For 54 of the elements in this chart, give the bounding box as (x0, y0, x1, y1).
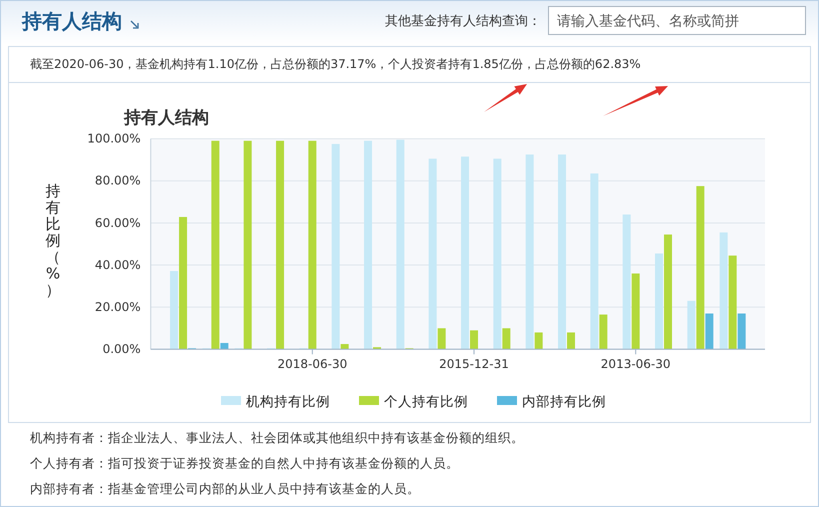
bar (332, 144, 340, 350)
bar (728, 256, 737, 350)
bar (438, 328, 446, 350)
bar (340, 344, 349, 350)
bar (461, 156, 470, 350)
legend-label: 机构持有比例 (246, 394, 330, 410)
text: 其他基金持有人结构查询： (385, 14, 541, 29)
bar (632, 273, 640, 350)
bar (220, 342, 228, 350)
bar (526, 154, 534, 350)
bar (705, 314, 714, 350)
bar (428, 158, 437, 350)
bar (567, 332, 576, 350)
bar (211, 140, 220, 350)
bar (534, 332, 543, 350)
bar (696, 186, 704, 350)
text: 持有人结构 (21, 9, 122, 33)
bar (655, 253, 664, 350)
bar (590, 173, 598, 350)
text: 机构持有者：指企业法人、事业法人、社会团体或其他组织中持有该基金份额的组织。 (30, 430, 524, 445)
y-tick-label: 0.00% (102, 342, 141, 356)
y-tick-label: 80.00% (94, 174, 141, 188)
bar (308, 140, 316, 350)
chart-title: 持有人结构 (123, 108, 209, 128)
bar (493, 158, 502, 350)
bar (179, 216, 188, 350)
bar (502, 328, 510, 350)
bar (558, 154, 566, 350)
bar (276, 140, 284, 350)
y-tick-label: 40.00% (94, 258, 141, 272)
y-axis-title: 持有比例（%） (46, 182, 60, 299)
x-tick-label: 2015-12-31 (439, 356, 509, 371)
bar (687, 300, 696, 350)
y-tick-label: 20.00% (94, 300, 141, 314)
bar (364, 140, 372, 350)
bar (664, 234, 672, 350)
y-tick-label: 100.00% (87, 132, 141, 146)
bar (622, 214, 631, 350)
bar (738, 314, 746, 350)
bar (599, 314, 608, 350)
bar (470, 330, 478, 350)
bar (170, 271, 178, 350)
legend-label: 个人持有比例 (384, 394, 468, 410)
bar (244, 140, 252, 350)
bar (396, 140, 404, 350)
text: 内部持有者：指基金管理公司内部的从业人员中持有该基金的人员。 (30, 481, 420, 496)
x-tick-label: 2013-06-30 (600, 356, 671, 371)
search-field: 请输入基金代码、名称或简拼 (548, 6, 806, 35)
x-tick-label: 2018-06-30 (277, 356, 348, 371)
bar (720, 232, 728, 350)
y-tick-label: 60.00% (94, 216, 141, 230)
text: 个人持有者：指可投资于证券投资基金的自然人中持有该基金份额的人员。 (30, 456, 459, 470)
legend-label: 内部持有比例 (522, 394, 606, 410)
text: 截至2020-06-30，基金机构持有1.10亿份，占总份额的37.17%，个人投资者持有1.85亿份，占总份额的62.83% (30, 57, 641, 71)
